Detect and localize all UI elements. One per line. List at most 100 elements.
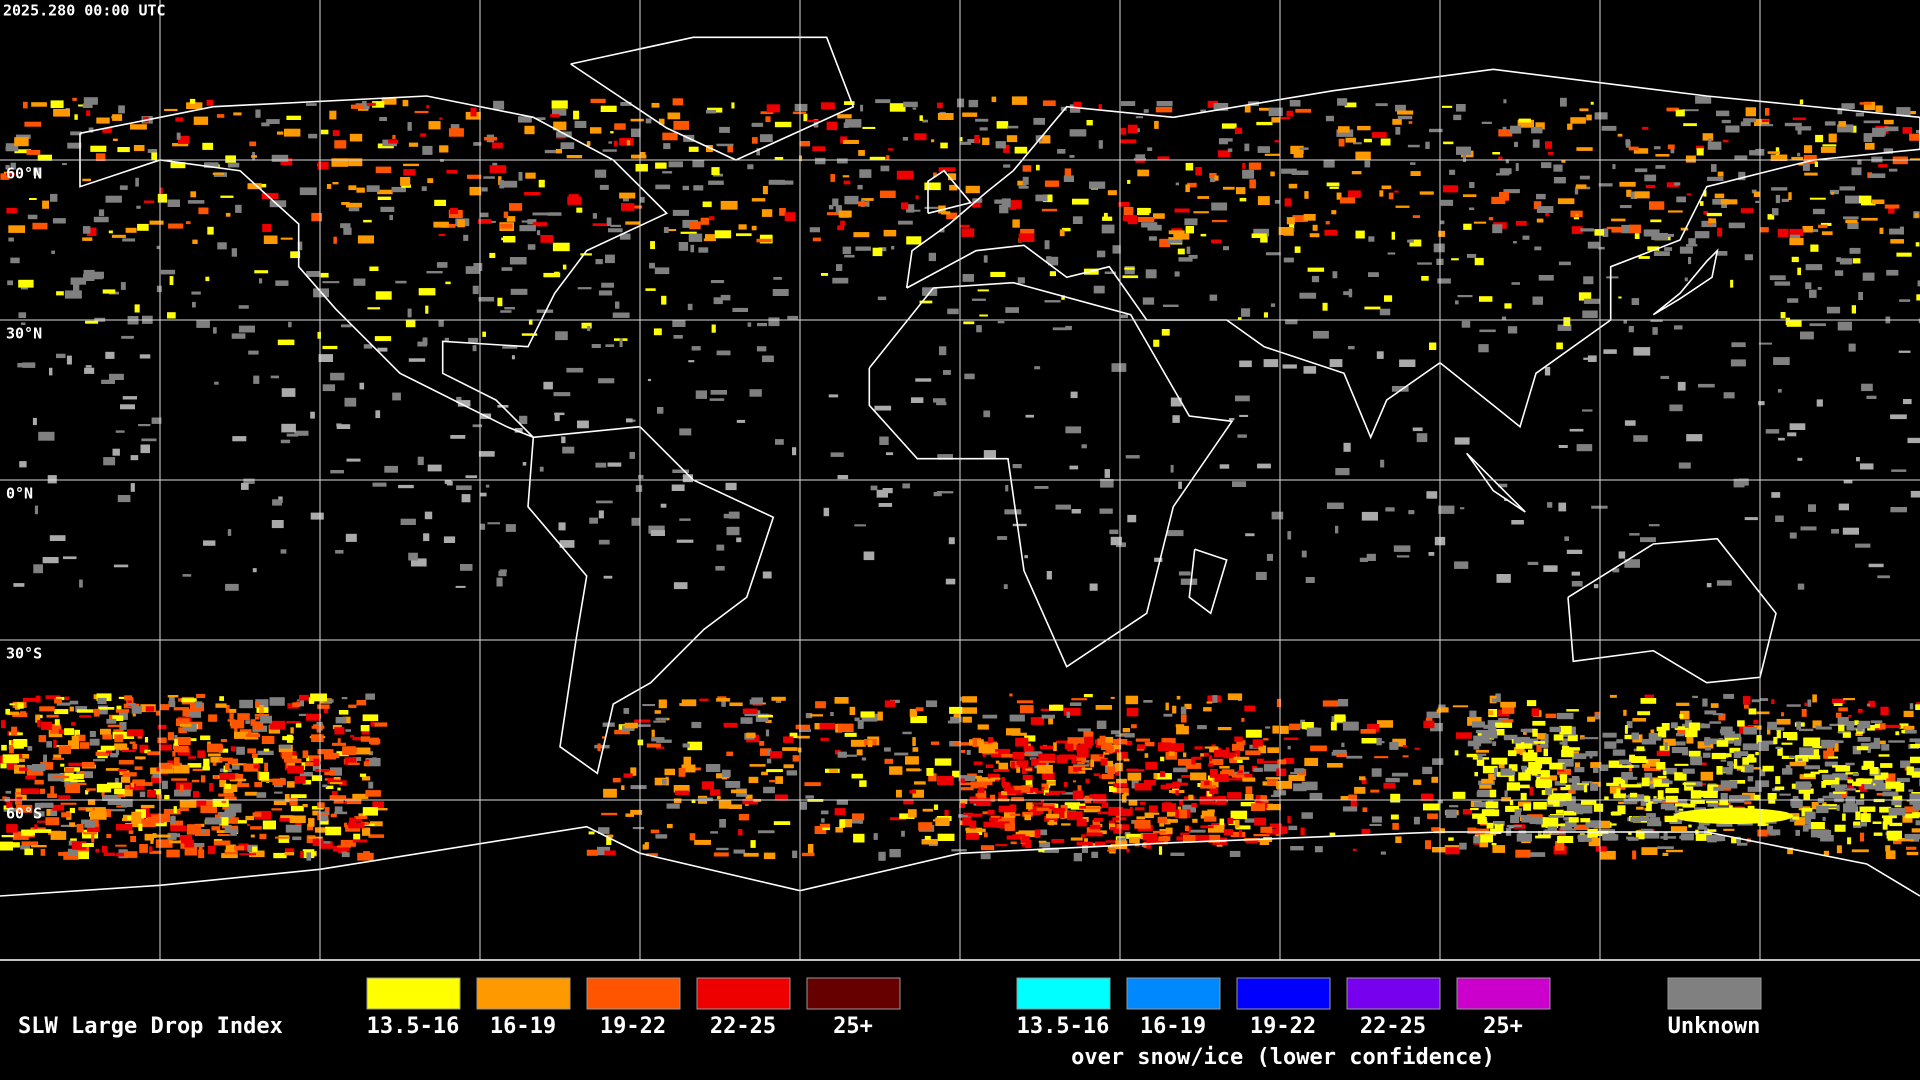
cloud-pixel [1375,103,1388,107]
cloud-pixel [958,814,972,818]
cloud-pixel [312,810,320,816]
cloud-pixel [1858,782,1867,792]
cloud-pixel [1454,561,1469,569]
cloud-pixel [1292,215,1308,223]
cloud-pixel [289,815,306,823]
cloud-pixel [1511,282,1520,285]
cloud-pixel [1103,736,1114,744]
cloud-pixel [39,706,55,712]
cloud-pixel [1162,738,1176,746]
cloud-pixel [1855,543,1871,548]
cloud-pixel [1018,186,1029,189]
cloud-pixel [761,702,766,705]
cloud-pixel [359,773,367,777]
cloud-pixel [760,748,772,756]
cloud-pixel [855,246,871,251]
cloud-pixel [1839,258,1853,265]
cloud-pixel [889,766,903,775]
cloud-pixel [971,298,986,301]
cloud-pixel [822,827,830,831]
cloud-pixel [1041,786,1045,790]
cloud-pixel [898,220,913,225]
cloud-pixel [1564,536,1569,541]
cloud-pixel [60,763,65,767]
cloud-pixel [311,734,324,742]
cloud-pixel [0,841,13,851]
cloud-pixel [1791,156,1803,160]
cloud-pixel [889,849,901,858]
cloud-pixel [1802,162,1810,171]
cloud-pixel [1,720,6,729]
cloud-pixel [716,143,734,147]
cloud-pixel [631,128,641,138]
cloud-pixel [1775,746,1781,749]
cloud-pixel [317,161,329,170]
cloud-pixel [532,212,548,216]
cloud-pixel [972,201,981,208]
cloud-pixel [746,732,756,738]
cloud-pixel [1172,781,1180,789]
cloud-pixel [1811,822,1825,830]
cloud-pixel [1156,101,1173,107]
cloud-pixel [820,810,829,815]
cloud-pixel [290,805,304,812]
cloud-pixel [117,794,126,798]
cloud-pixel [253,764,260,769]
cloud-pixel [280,237,293,240]
cloud-pixel [1180,832,1190,835]
cloud-pixel [6,801,13,808]
cloud-pixel [1,744,7,751]
cloud-pixel [198,207,209,215]
cloud-pixel [117,147,130,153]
cloud-pixel [1271,117,1280,123]
cloud-pixel [112,138,118,141]
cloud-pixel [174,757,180,766]
cloud-pixel [1426,491,1438,499]
cloud-pixel [1558,445,1568,448]
cloud-pixel [1545,141,1552,149]
cloud-pixel [444,479,452,484]
cloud-pixel [1624,559,1640,568]
cloud-pixel [286,758,302,763]
cloud-pixel [1407,144,1420,148]
cloud-pixel [650,241,655,250]
cloud-pixel [1782,768,1793,775]
cloud-pixel [1159,238,1170,248]
cloud-pixel [1568,778,1580,783]
cloud-pixel [46,714,59,718]
cloud-pixel [751,198,766,202]
cloud-pixel [635,164,648,172]
cloud-pixel [153,789,162,795]
cloud-pixel [1734,155,1748,161]
cloud-pixel [658,699,667,709]
cloud-pixel [37,719,41,728]
cloud-pixel [1442,105,1453,108]
cloud-pixel [1852,773,1859,777]
cloud-pixel [309,755,322,762]
cloud-pixel [1688,722,1701,731]
cloud-pixel [1879,806,1892,813]
cloud-pixel [1069,129,1087,137]
cloud-pixel [924,835,931,840]
cloud-pixel [1885,850,1896,860]
cloud-pixel [221,800,227,803]
cloud-pixel [509,203,523,211]
cloud-pixel [1167,530,1184,537]
cloud-pixel [1107,849,1116,852]
cloud-pixel [1800,526,1817,531]
cloud-pixel [1771,492,1781,498]
cloud-pixel [962,817,972,826]
cloud-pixel [1166,783,1177,789]
cloud-pixel [607,462,622,467]
cloud-pixel [1535,122,1545,130]
cloud-pixel [1507,326,1518,334]
cloud-pixel [909,708,918,717]
cloud-pixel [634,719,651,723]
cloud-pixel [1086,832,1103,837]
cloud-pixel [1312,224,1318,231]
cloud-pixel [1135,116,1144,119]
cloud-pixel [997,536,1008,540]
cloud-pixel [86,227,97,236]
cloud-pixel [1488,710,1494,716]
cloud-pixel [1390,814,1399,820]
